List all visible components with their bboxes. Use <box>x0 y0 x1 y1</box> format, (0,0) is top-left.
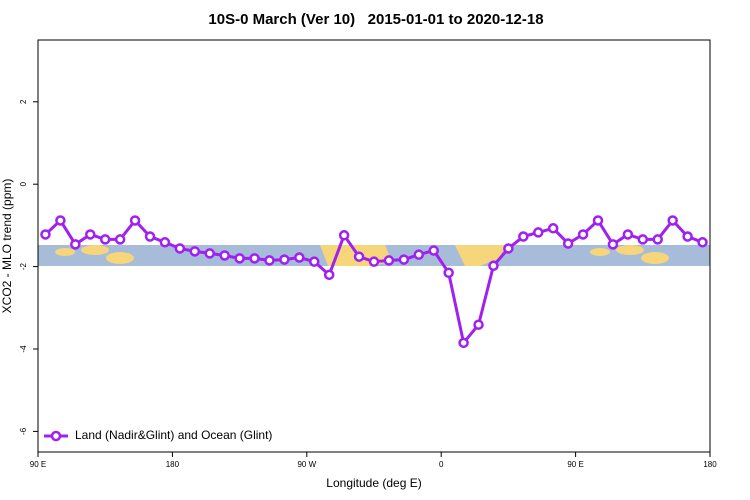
point <box>55 215 66 226</box>
x-tick-label: 90 W <box>297 460 316 469</box>
point <box>279 254 290 265</box>
point <box>622 229 634 240</box>
point <box>413 249 425 260</box>
point <box>70 239 81 250</box>
point <box>353 251 365 262</box>
point <box>547 223 559 234</box>
legend-marker <box>50 430 62 442</box>
point <box>577 229 589 240</box>
point <box>592 215 604 226</box>
y-tick-label: -6 <box>19 427 28 435</box>
point <box>652 234 663 245</box>
point <box>383 255 395 266</box>
y-tick-label: 0 <box>19 181 28 186</box>
point <box>309 256 320 267</box>
chart-title: 10S-0 March (Ver 10) 2015-01-01 to 2020-… <box>208 11 543 28</box>
point <box>114 234 126 245</box>
series-line <box>44 218 704 347</box>
point <box>637 234 649 245</box>
point <box>323 269 335 281</box>
y-tick-label: -4 <box>19 345 28 353</box>
point <box>174 243 186 254</box>
point <box>40 229 51 240</box>
x-tick-label: 0 <box>439 460 444 469</box>
point <box>294 252 305 263</box>
point <box>204 248 215 259</box>
point <box>338 230 350 241</box>
point <box>562 238 574 249</box>
point <box>443 267 454 279</box>
point <box>219 250 230 261</box>
point <box>85 229 96 240</box>
point <box>129 215 141 226</box>
point <box>488 260 499 272</box>
point <box>697 237 708 248</box>
point <box>458 337 469 349</box>
point <box>533 227 544 238</box>
point <box>368 256 380 267</box>
point <box>682 231 693 242</box>
point <box>144 231 156 242</box>
point <box>518 231 529 242</box>
point <box>398 254 410 265</box>
point <box>99 234 111 245</box>
x-tick-label: 90 E <box>567 460 583 469</box>
plot-frame <box>37 39 711 453</box>
legend-label: Land (Nadir&Glint) and Ocean (Glint) <box>75 428 272 442</box>
y-tick-label: -2 <box>19 262 28 270</box>
point <box>607 239 619 250</box>
x-tick-label: 180 <box>703 460 717 469</box>
point <box>249 253 260 264</box>
point <box>473 319 484 330</box>
x-tick-label: 90 E <box>30 460 46 469</box>
x-tick-label: 180 <box>166 460 180 469</box>
y-tick-label: 2 <box>19 99 28 104</box>
point <box>667 215 678 226</box>
point <box>503 243 514 254</box>
point <box>234 253 245 264</box>
point <box>189 246 201 257</box>
point <box>428 245 439 256</box>
point <box>264 255 275 266</box>
point <box>159 237 171 248</box>
y-axis-label: XCO2 - MLO trend (ppm) <box>0 179 14 314</box>
x-axis-label: Longitude (deg E) <box>326 476 421 490</box>
